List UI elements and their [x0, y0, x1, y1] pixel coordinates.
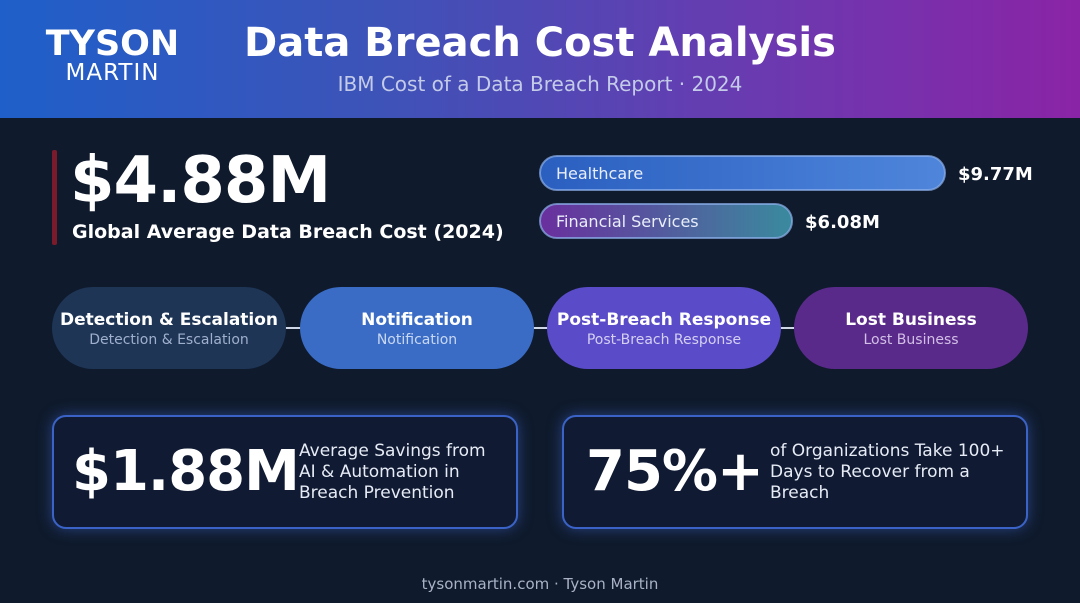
bar-healthcare [539, 155, 946, 191]
hero-accent-bar [52, 150, 57, 245]
page-title: Data Breach Cost Analysis [244, 20, 836, 66]
stage-subtitle: Lost Business [863, 332, 959, 348]
stage-title: Post-Breach Response [556, 310, 772, 330]
stage-subtitle: Detection & Escalation [89, 332, 249, 348]
category-label: Healthcare [556, 164, 643, 183]
stat-description: Average Savings from AI & Automation in … [299, 441, 509, 504]
stage-post-breach-response: Post-Breach Response Post-Breach Respons… [547, 287, 781, 369]
stat-description-line: Average Savings from [299, 441, 486, 461]
cost-stages-flow: Detection & Escalation Detection & Escal… [52, 287, 1032, 371]
brand-logo: TYSON MARTIN [40, 26, 185, 86]
stat-card-recovery-time: 75%+ of Organizations Take 100+ Days to … [562, 415, 1028, 529]
stat-description-line: Breach Prevention [299, 483, 455, 503]
stage-title: Notification [361, 310, 473, 330]
stat-description-line: of Organizations Take 100+ [770, 441, 1005, 461]
value-label: $9.77M [958, 164, 1033, 185]
stage-subtitle: Post-Breach Response [586, 332, 742, 348]
logo-top-text: TYSON [45, 24, 180, 64]
hero-label: Global Average Data Breach Cost (2024) [72, 221, 504, 243]
stat-description-line: AI & Automation in [299, 462, 460, 482]
value-label: $6.08M [805, 212, 880, 233]
header-banner: TYSON MARTIN Data Breach Cost Analysis I… [0, 0, 1080, 118]
stat-card-ai-savings: $1.88M Average Savings from AI & Automat… [52, 415, 518, 529]
stat-value: $1.88M [72, 439, 300, 504]
stage-title: Lost Business [845, 310, 977, 330]
logo-bottom-text: MARTIN [65, 60, 160, 86]
stat-description-line: Breach [770, 483, 830, 503]
stage-lost-business: Lost Business Lost Business [794, 287, 1028, 369]
stat-description-line: Days to Recover from a [770, 462, 970, 482]
category-label: Financial Services [556, 212, 699, 231]
stage-connector [780, 327, 800, 329]
stage-connector [284, 327, 304, 329]
stage-notification: Notification Notification [300, 287, 534, 369]
industry-cost-chart: Healthcare $9.77M Financial Services $6.08M [539, 155, 1033, 239]
stage-connector [532, 327, 552, 329]
stat-description: of Organizations Take 100+ Days to Recov… [770, 441, 1020, 504]
stage-title: Detection & Escalation [59, 310, 279, 330]
stat-value: 75%+ [586, 439, 764, 504]
page-subtitle: IBM Cost of a Data Breach Report · 2024 [337, 72, 743, 96]
bar-financial-services [539, 203, 794, 239]
footer-credit: tysonmartin.com · Tyson Martin [421, 575, 659, 593]
stage-subtitle: Notification [376, 332, 458, 348]
stage-detection-escalation: Detection & Escalation Detection & Escal… [52, 287, 286, 369]
hero-value: $4.88M [70, 144, 331, 218]
